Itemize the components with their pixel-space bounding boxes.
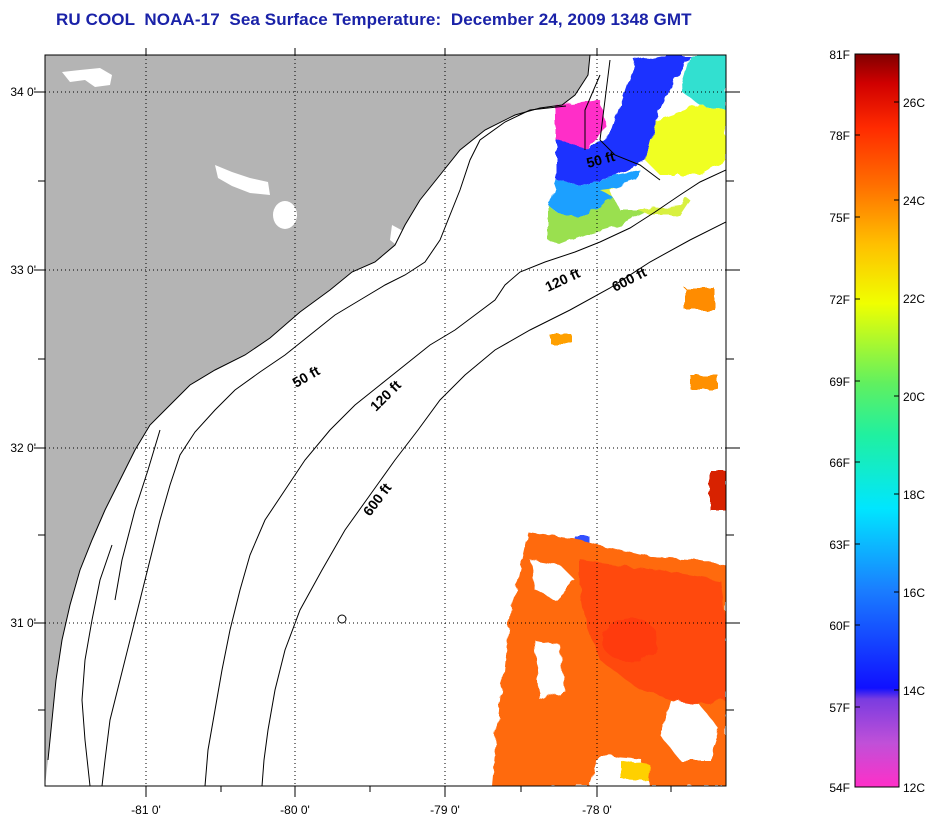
sst-patches (550, 288, 726, 544)
coastline (47, 55, 591, 761)
barrier-islands (81, 59, 661, 786)
grid-lines (45, 55, 726, 786)
cb-f-label: 78F (829, 129, 850, 143)
axis-ticks (34, 48, 740, 797)
lake (390, 225, 405, 248)
cb-c-label: 18C (903, 488, 925, 502)
cb-f-label: 54F (829, 781, 850, 795)
cb-f-label: 63F (829, 538, 850, 552)
longitude-labels: -81 0' -80 0' -79 0' -78 0' (131, 803, 612, 817)
lon-label: -79 0' (430, 803, 460, 817)
lat-label: 33 0' (10, 263, 36, 277)
cb-c-label: 12C (903, 781, 925, 795)
cb-f-label: 57F (829, 701, 850, 715)
cb-c-label: 20C (903, 390, 925, 404)
lake (62, 68, 112, 87)
cb-c-label: 16C (903, 586, 925, 600)
cb-f-label: 66F (829, 456, 850, 470)
cb-c-label: 26C (903, 96, 925, 110)
cb-f-label: 72F (829, 293, 850, 307)
colorbar-celsius-labels: 26C 24C 22C 20C 18C 16C 14C 12C (903, 96, 925, 795)
sst-swath-south (492, 532, 726, 786)
lat-label: 32 0' (10, 441, 36, 455)
cb-f-label: 60F (829, 619, 850, 633)
cb-f-label: 75F (829, 211, 850, 225)
latitude-labels: 34 0' 33 0' 32 0' 31 0' (10, 85, 36, 630)
lake (273, 201, 297, 229)
lon-label: -78 0' (582, 803, 612, 817)
sst-swath-north (548, 55, 726, 245)
land-mass (45, 55, 590, 786)
cb-c-label: 22C (903, 292, 925, 306)
colorbar-gradient (854, 53, 900, 788)
lat-label: 34 0' (10, 85, 36, 99)
cb-f-label: 81F (829, 48, 850, 62)
map-title: RU COOL NOAA-17 Sea Surface Temperature:… (56, 10, 692, 29)
map-frame (44, 54, 727, 787)
lat-label: 31 0' (10, 616, 36, 630)
cb-f-label: 69F (829, 375, 850, 389)
colorbar: 81F 78F 75F 72F 69F 66F 63F 60F 57F 54F … (829, 48, 925, 795)
contour-50ft (101, 105, 567, 786)
colorbar-fahrenheit-labels: 81F 78F 75F 72F 69F 66F 63F 60F 57F 54F (829, 48, 850, 795)
contour-120ft (204, 169, 726, 786)
contour-label-50ft: 50 ft (585, 148, 617, 171)
lon-label: -81 0' (131, 803, 161, 817)
cb-c-label: 24C (903, 194, 925, 208)
lon-label: -80 0' (280, 803, 310, 817)
lake (215, 165, 270, 195)
contour-600ft (261, 221, 726, 786)
cb-c-label: 14C (903, 684, 925, 698)
